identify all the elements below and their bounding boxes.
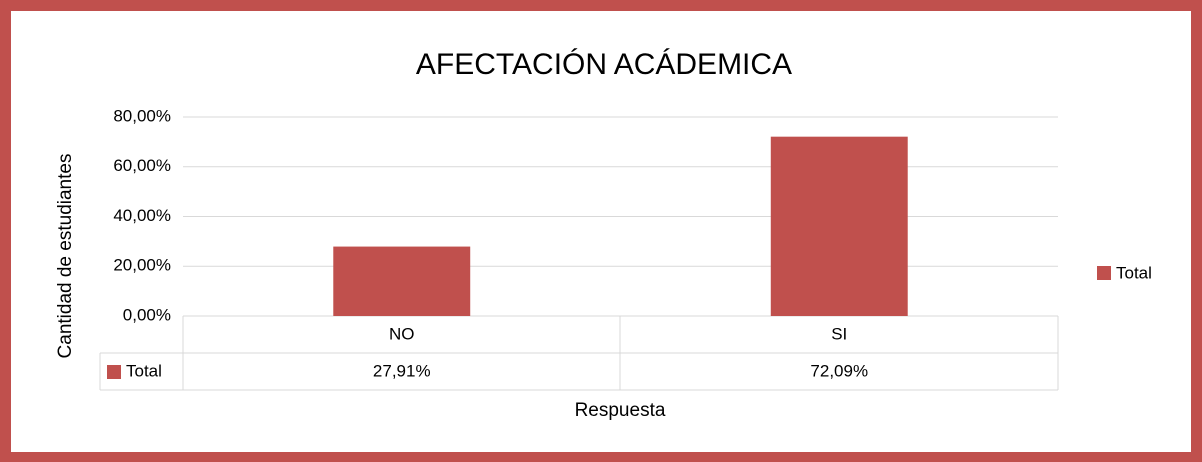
- x-tick-label: NO: [389, 324, 415, 343]
- chart-title: AFECTACIÓN ACÁDEMICA: [416, 48, 792, 81]
- bar: [333, 246, 471, 316]
- table-value: 72,09%: [810, 361, 868, 380]
- table-series-name: Total: [126, 361, 162, 380]
- y-tick-label: 20,00%: [113, 256, 171, 275]
- table-legend-key: [107, 365, 121, 379]
- table-value: 27,91%: [373, 361, 431, 380]
- y-tick-label: 40,00%: [113, 206, 171, 225]
- y-tick-label: 0,00%: [123, 305, 171, 324]
- y-tick-label: 60,00%: [113, 156, 171, 175]
- data-table-lines: [99, 315, 1059, 391]
- legend-label: Total: [1116, 263, 1152, 282]
- bar: [770, 136, 908, 316]
- legend-key: [1097, 266, 1111, 280]
- y-tick-label: 80,00%: [113, 106, 171, 125]
- x-tick-label: SI: [831, 324, 847, 343]
- y-axis-label: Cantidad de estudiantes: [55, 154, 76, 359]
- x-axis-label: Respuesta: [575, 400, 666, 421]
- chart-area: [11, 11, 1191, 452]
